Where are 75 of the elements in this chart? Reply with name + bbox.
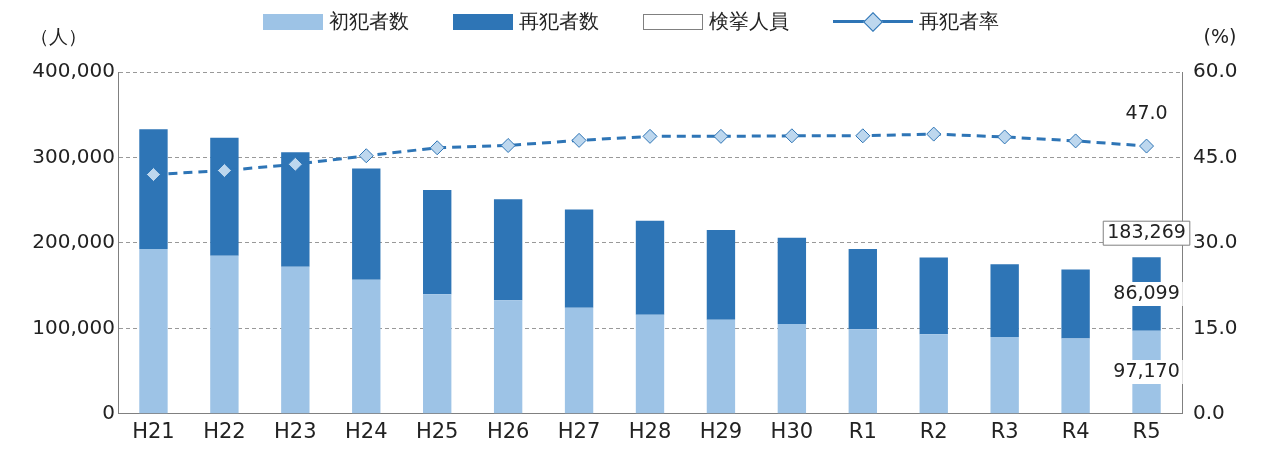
x-tick-label: H29 xyxy=(699,418,743,443)
data-label: 47.0 xyxy=(1125,100,1168,123)
legend-label: 再犯者数 xyxy=(519,8,599,35)
point xyxy=(145,167,161,183)
bar xyxy=(777,237,807,325)
bar xyxy=(1061,269,1090,339)
bar xyxy=(281,266,310,414)
bar xyxy=(919,257,948,335)
point xyxy=(713,128,729,144)
y2-tick-label: 15.0 xyxy=(1193,314,1238,339)
x-tick-label: R3 xyxy=(990,418,1019,443)
bar xyxy=(423,189,452,295)
y2-tick-label: 60.0 xyxy=(1193,58,1238,83)
x-tick-label: R5 xyxy=(1132,418,1161,443)
x-tick-label: H23 xyxy=(274,418,317,443)
point xyxy=(287,156,303,172)
y2-tick-label: 45.0 xyxy=(1193,143,1238,168)
bar xyxy=(139,248,168,414)
x-tick-label: H26 xyxy=(486,418,530,443)
legend-label: 再犯者率 xyxy=(919,8,999,35)
bar xyxy=(493,199,523,301)
y2-tick-label: 0.0 xyxy=(1193,400,1225,424)
bar xyxy=(635,314,665,414)
point xyxy=(358,148,374,164)
total-label: 183,269 xyxy=(1107,220,1186,243)
bar xyxy=(848,329,877,414)
x-tick-label: H24 xyxy=(345,418,388,443)
y-tick-label: 100,000 xyxy=(32,314,115,339)
data-label: 86,099 xyxy=(1113,280,1180,303)
y-tick-label: 200,000 xyxy=(32,229,115,254)
legend-label: 初犯者数 xyxy=(329,8,409,35)
x-tick-label: H22 xyxy=(203,418,246,443)
data-label: 97,170 xyxy=(1113,358,1180,381)
y-axis-title: （人） xyxy=(29,24,87,47)
point xyxy=(429,140,445,156)
bar xyxy=(777,324,807,414)
point xyxy=(1139,138,1155,154)
text: 検挙人員 xyxy=(709,8,789,35)
point xyxy=(571,132,587,148)
bar xyxy=(706,319,736,414)
bar xyxy=(352,279,381,414)
y-tick-label: 0 xyxy=(102,400,115,424)
x-tick-label: H30 xyxy=(770,418,814,443)
bar xyxy=(919,334,948,414)
point xyxy=(926,126,942,142)
bar xyxy=(423,294,452,414)
point xyxy=(1068,133,1084,149)
point xyxy=(642,128,658,144)
x-tick-label: R1 xyxy=(848,418,877,443)
x-tick-label: R2 xyxy=(919,418,948,443)
x-tick-label: R4 xyxy=(1061,418,1090,443)
x-tick-label: H21 xyxy=(132,418,175,443)
y2-tick-label: 30.0 xyxy=(1193,229,1238,254)
bar xyxy=(706,230,736,320)
bar xyxy=(564,209,594,308)
point xyxy=(997,129,1013,145)
bar xyxy=(990,264,1019,337)
x-tick-label: H27 xyxy=(557,418,601,443)
bar xyxy=(564,307,594,414)
bar xyxy=(210,255,239,414)
point xyxy=(855,128,871,144)
x-tick-label: H28 xyxy=(628,418,672,443)
point xyxy=(216,163,232,179)
bar xyxy=(990,336,1019,414)
bar xyxy=(352,168,381,280)
bar xyxy=(635,220,665,315)
y-tick-label: 300,000 xyxy=(32,143,115,168)
point xyxy=(500,137,516,153)
x-tick-label: H25 xyxy=(415,418,459,443)
bar xyxy=(493,300,523,414)
y-tick-label: 400,000 xyxy=(32,58,115,83)
bar xyxy=(1061,338,1090,414)
y2-axis-title: (%) xyxy=(1203,24,1237,47)
point xyxy=(784,128,800,144)
bar xyxy=(848,248,877,330)
